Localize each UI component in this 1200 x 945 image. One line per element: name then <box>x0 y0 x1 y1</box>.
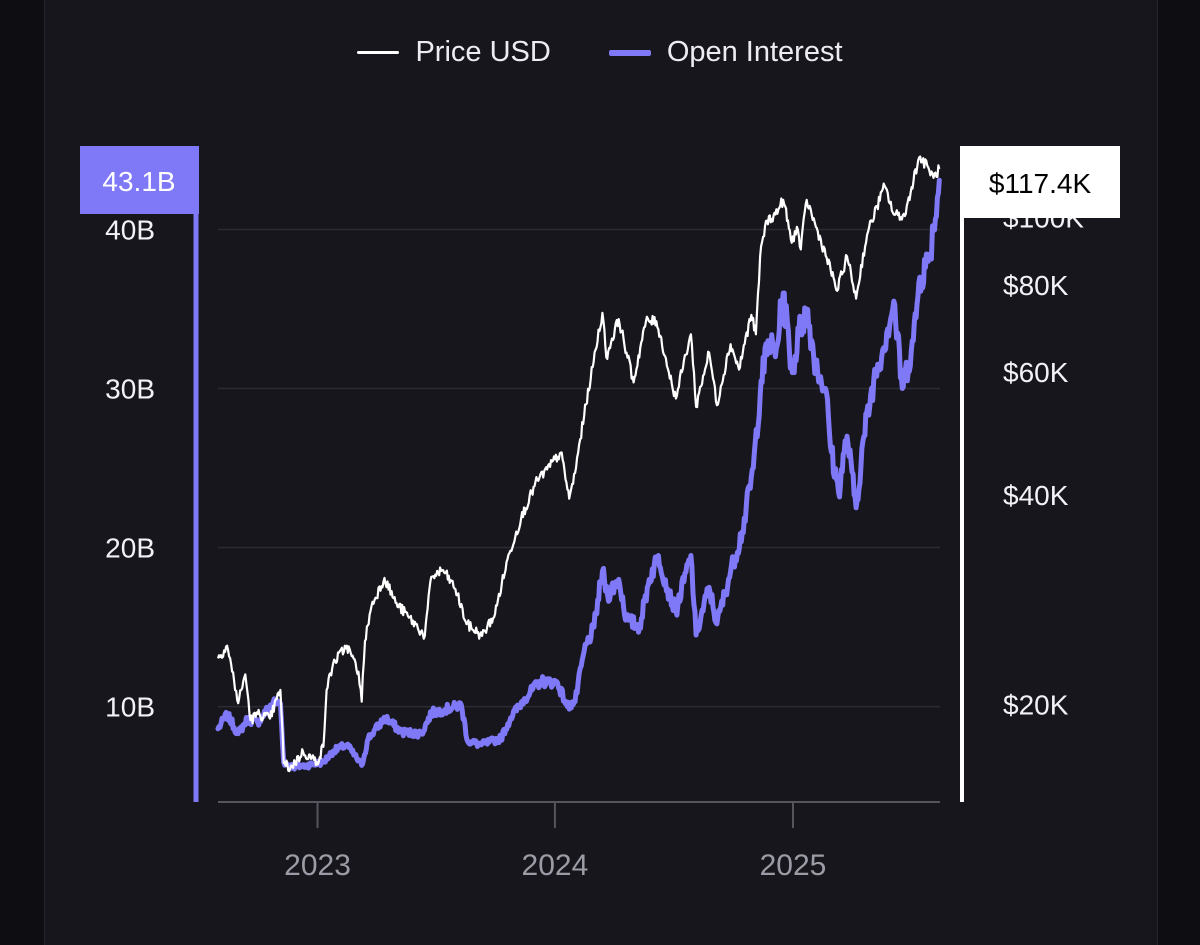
series-line-price[interactable] <box>216 155 941 773</box>
right-current-badge: $117.4K <box>960 146 1120 218</box>
grid-lines <box>218 228 940 708</box>
left-tick-label-2: 30B <box>105 374 155 405</box>
left-badge-label: 43.1B <box>102 166 175 197</box>
legend-swatch-price <box>357 51 400 54</box>
x-tick-label-1: 2024 <box>522 849 589 882</box>
right-tick-label-2: $60K <box>1003 357 1069 388</box>
series-lines <box>215 155 942 773</box>
right-tick-label-3: $80K <box>1003 270 1069 301</box>
right-tick-label-0: $20K <box>1003 690 1069 721</box>
series-line-open-interest[interactable] <box>215 177 942 772</box>
legend-label-price: Price USD <box>415 36 551 68</box>
left-badge-background <box>80 146 199 214</box>
legend-swatch-open-interest <box>608 49 651 56</box>
left-current-badge: 43.1B <box>80 146 199 214</box>
legend-item-price[interactable]: Price USD <box>357 36 551 69</box>
left-tick-label-1: 20B <box>105 533 155 564</box>
right-badge-label: $117.4K <box>989 168 1092 199</box>
x-tick-label-2: 2025 <box>760 849 827 882</box>
right-tick-label-1: $40K <box>1003 480 1069 511</box>
right-badge-background <box>960 146 1120 218</box>
current-value-badges: 43.1B $117.4K <box>80 146 1120 218</box>
chart-legend: Price USD Open Interest <box>0 36 1200 69</box>
left-tick-label-0: 10B <box>105 692 155 723</box>
x-tick-label-0: 2023 <box>284 849 351 882</box>
left-tick-label-3: 40B <box>105 215 155 246</box>
legend-label-open-interest: Open Interest <box>666 36 843 68</box>
legend-item-open-interest[interactable]: Open Interest <box>608 36 843 69</box>
